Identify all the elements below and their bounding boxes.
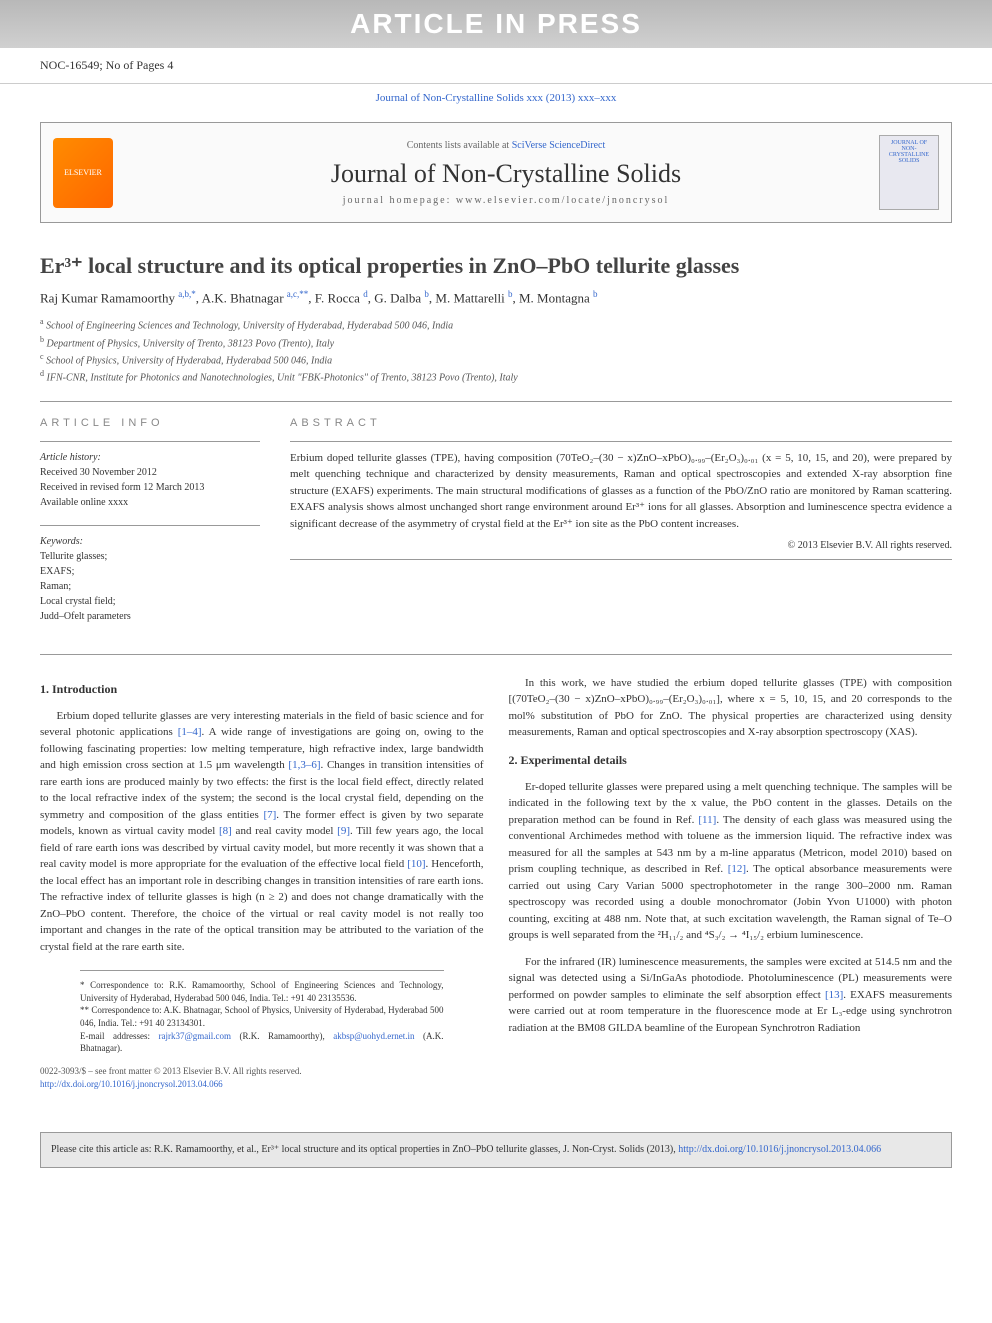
keyword: Raman; — [40, 579, 260, 594]
body-column-left: 1. Introduction Erbium doped tellurite g… — [40, 675, 484, 1102]
journal-reference: Journal of Non-Crystalline Solids xxx (2… — [0, 84, 992, 112]
citation-link[interactable]: [1–4] — [178, 726, 202, 738]
author-name: Raj Kumar Ramamoorthy — [40, 290, 175, 305]
abstract-heading: ABSTRACT — [290, 417, 952, 429]
journal-header-box: ELSEVIER Contents lists available at Sci… — [40, 122, 952, 223]
citation-doi-link[interactable]: http://dx.doi.org/10.1016/j.jnoncrysol.2… — [678, 1144, 881, 1155]
keywords-block: Keywords: Tellurite glasses; EXAFS; Rama… — [40, 534, 260, 624]
footnote: E-mail addresses: rajrk37@gmail.com (R.K… — [80, 1030, 444, 1055]
author-name: F. Rocca — [315, 290, 360, 305]
citation-link[interactable]: [10] — [407, 858, 425, 870]
affil-sup: d — [40, 369, 44, 378]
footnote-text: (R.K. Ramamoorthy), — [231, 1031, 333, 1041]
author-name: M. Montagna — [519, 290, 590, 305]
keyword: Tellurite glasses; — [40, 549, 260, 564]
experimental-paragraph: Er-doped tellurite glasses were prepared… — [509, 779, 953, 944]
footnote: ** Correspondence to: A.K. Bhatnagar, Sc… — [80, 1004, 444, 1029]
keyword: EXAFS; — [40, 564, 260, 579]
issn-line: 0022-3093/$ – see front matter © 2013 El… — [40, 1065, 484, 1079]
affil-text: School of Physics, University of Hyderab… — [46, 355, 332, 366]
keyword: Judd–Ofelt parameters — [40, 609, 260, 624]
citation-box: Please cite this article as: R.K. Ramamo… — [40, 1132, 952, 1168]
contents-available-line: Contents lists available at SciVerse Sci… — [133, 140, 879, 151]
affiliations-list: a School of Engineering Sciences and Tec… — [0, 316, 992, 400]
abstract-copyright: © 2013 Elsevier B.V. All rights reserved… — [290, 540, 952, 551]
citation-link[interactable]: [9] — [337, 825, 350, 837]
article-info-column: ARTICLE INFO Article history: Received 3… — [40, 417, 260, 639]
experimental-paragraph-2: For the infrared (IR) luminescence measu… — [509, 954, 953, 1037]
citation-link[interactable]: [13] — [825, 989, 843, 1001]
author-affil-sup: d — [363, 289, 368, 299]
body-two-columns: 1. Introduction Erbium doped tellurite g… — [0, 655, 992, 1122]
journal-cover-thumbnail: JOURNAL OF NON-CRYSTALLINE SOLIDS — [879, 135, 939, 210]
article-id-line: NOC-16549; No of Pages 4 — [0, 48, 992, 84]
doi-link[interactable]: http://dx.doi.org/10.1016/j.jnoncrysol.2… — [40, 1079, 223, 1089]
article-in-press-banner: ARTICLE IN PRESS — [0, 0, 992, 48]
citation-link[interactable]: [11] — [698, 814, 716, 826]
footnote-text: E-mail addresses: — [80, 1031, 158, 1041]
citation-link[interactable]: [7] — [263, 809, 276, 821]
author-affil-sup: a,c,** — [287, 289, 309, 299]
affil-text: School of Engineering Sciences and Techn… — [46, 321, 453, 332]
journal-homepage: journal homepage: www.elsevier.com/locat… — [133, 195, 879, 206]
abstract-divider — [290, 441, 952, 442]
article-history: Article history: Received 30 November 20… — [40, 450, 260, 510]
affil-sup: b — [40, 335, 44, 344]
available-date: Available online xxxx — [40, 495, 260, 510]
email-link[interactable]: rajrk37@gmail.com — [158, 1031, 231, 1041]
author-affil-sup: b — [508, 289, 513, 299]
body-text: and real cavity model — [232, 825, 337, 837]
abstract-text: Erbium doped tellurite glasses (TPE), ha… — [290, 450, 952, 533]
author-name: G. Dalba — [374, 290, 421, 305]
author-affil-sup: a,b,* — [178, 289, 196, 299]
authors-list: Raj Kumar Ramamoorthy a,b,*, A.K. Bhatna… — [0, 289, 992, 316]
citation-link[interactable]: [12] — [728, 863, 746, 875]
info-divider — [40, 525, 260, 526]
sciencedirect-link[interactable]: SciVerse ScienceDirect — [512, 140, 606, 151]
footer-meta: 0022-3093/$ – see front matter © 2013 El… — [40, 1055, 484, 1102]
keywords-list: Tellurite glasses; EXAFS; Raman; Local c… — [40, 549, 260, 624]
section-1-heading: 1. Introduction — [40, 680, 484, 698]
affiliation: b Department of Physics, University of T… — [40, 334, 952, 351]
abstract-divider — [290, 559, 952, 560]
article-info-heading: ARTICLE INFO — [40, 417, 260, 429]
author-affil-sup: b — [593, 289, 598, 299]
author-name: A.K. Bhatnagar — [202, 290, 284, 305]
affiliation: a School of Engineering Sciences and Tec… — [40, 316, 952, 333]
affiliation: d IFN-CNR, Institute for Photonics and N… — [40, 368, 952, 385]
affil-sup: a — [40, 317, 44, 326]
body-text: . Henceforth, the local effect has an im… — [40, 858, 484, 953]
revised-date: Received in revised form 12 March 2013 — [40, 480, 260, 495]
keyword: Local crystal field; — [40, 594, 260, 609]
citation-link[interactable]: [1,3–6] — [288, 759, 320, 771]
footnote: * Correspondence to: R.K. Ramamoorthy, S… — [80, 979, 444, 1004]
body-column-right: In this work, we have studied the erbium… — [509, 675, 953, 1102]
email-link[interactable]: akbsp@uohyd.ernet.in — [333, 1031, 414, 1041]
journal-name: Journal of Non-Crystalline Solids — [133, 159, 879, 189]
contents-prefix: Contents lists available at — [407, 140, 512, 151]
author-name: M. Mattarelli — [435, 290, 504, 305]
affil-text: IFN-CNR, Institute for Photonics and Nan… — [47, 373, 518, 384]
intro-paragraph: Erbium doped tellurite glasses are very … — [40, 708, 484, 956]
citation-text: Please cite this article as: R.K. Ramamo… — [51, 1144, 678, 1155]
affiliation: c School of Physics, University of Hyder… — [40, 351, 952, 368]
keywords-label: Keywords: — [40, 534, 260, 549]
elsevier-logo-icon: ELSEVIER — [53, 138, 113, 208]
footnotes-block: * Correspondence to: R.K. Ramamoorthy, S… — [80, 970, 444, 1055]
author-affil-sup: b — [424, 289, 429, 299]
affil-sup: c — [40, 352, 44, 361]
affil-text: Department of Physics, University of Tre… — [47, 338, 335, 349]
info-divider — [40, 441, 260, 442]
citation-link[interactable]: [8] — [219, 825, 232, 837]
section-2-heading: 2. Experimental details — [509, 751, 953, 769]
abstract-column: ABSTRACT Erbium doped tellurite glasses … — [290, 417, 952, 639]
received-date: Received 30 November 2012 — [40, 465, 260, 480]
intro-paragraph-2: In this work, we have studied the erbium… — [509, 675, 953, 741]
header-center: Contents lists available at SciVerse Sci… — [133, 140, 879, 206]
info-abstract-row: ARTICLE INFO Article history: Received 3… — [0, 402, 992, 654]
history-label: Article history: — [40, 450, 260, 465]
article-title: Er³⁺ local structure and its optical pro… — [0, 233, 992, 289]
